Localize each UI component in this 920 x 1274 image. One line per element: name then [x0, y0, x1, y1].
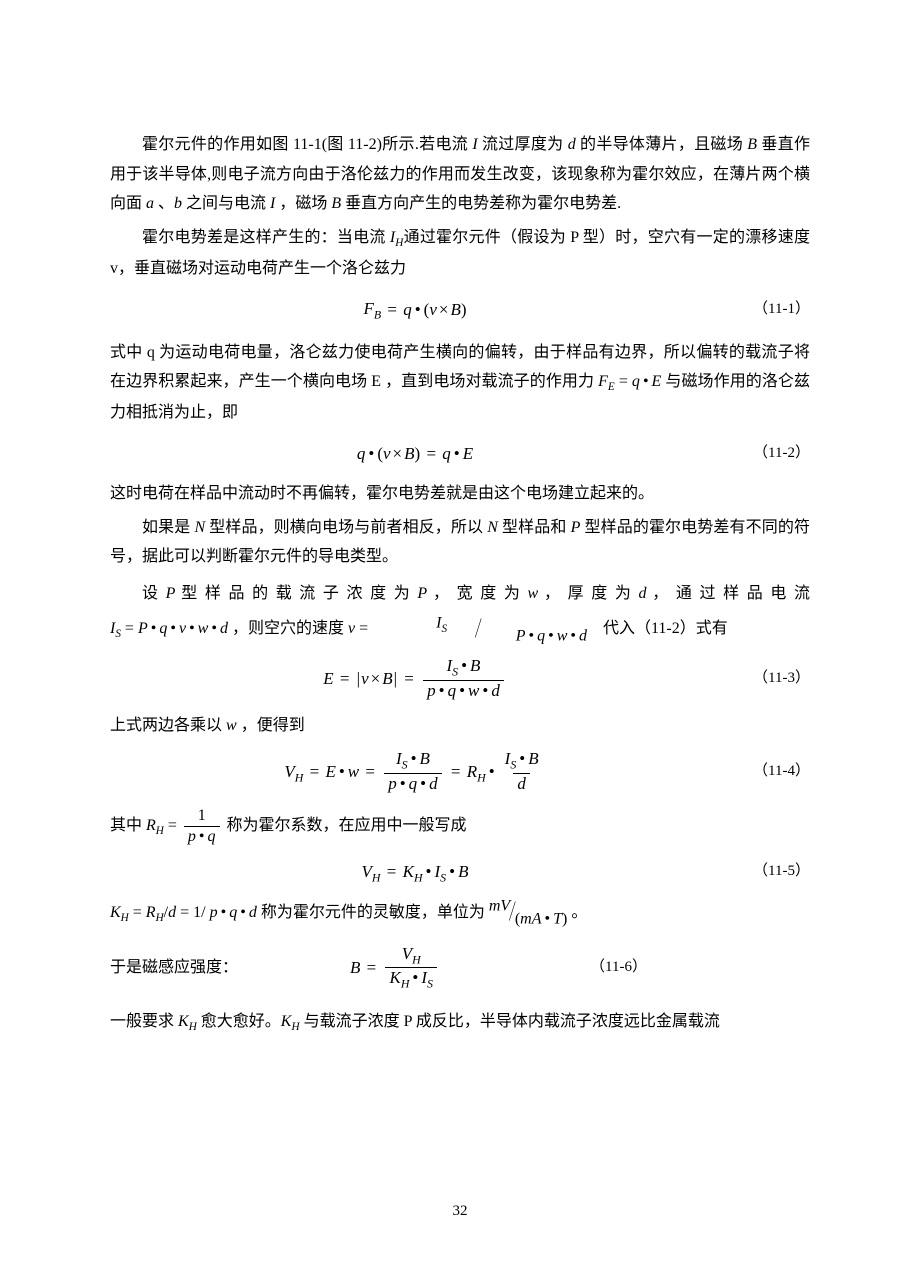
equation-number: （11-1）: [720, 296, 810, 324]
equation-body: FB = q•(v×B): [110, 293, 720, 325]
fraction: IS•B d: [501, 750, 543, 793]
equation-body: q•(v×B) = q•E: [110, 438, 720, 469]
paragraph-3: 式中 q 为运动电荷电量，洛仑兹力使电荷产生横向的偏转，由于样品有边界，所以偏转…: [110, 338, 810, 428]
equation-number: （11-3）: [720, 665, 810, 693]
equation-11-6: 于是磁感应强度： B = VH KH•IS （11-6）: [110, 945, 810, 991]
paragraph-4: 这时电荷在样品中流动时不再偏转，霍尔电势差就是由这个电场建立起来的。: [110, 479, 810, 509]
text: 其中: [110, 817, 146, 834]
text: 称为霍尔元件的灵敏度，单位为: [261, 904, 489, 921]
fraction: VH KH•IS: [385, 945, 437, 991]
paragraph-9: KH = RH/d = 1/ p•q•d 称为霍尔元件的灵敏度，单位为 mV⁄(…: [110, 898, 810, 929]
text: 。: [567, 904, 587, 921]
fraction: IS•B p•q•d: [384, 750, 441, 793]
paragraph-1: 霍尔元件的作用如图 11-1(图 11-2)所示.若电流 I 流过厚度为 d 的…: [110, 130, 810, 219]
equation-11-4: VH = E•w = IS•B p•q•d = RH• IS•B d （11-4…: [110, 750, 810, 793]
text: ，则空穴的速度: [232, 620, 348, 637]
equation-left-label: 于是磁感应强度：: [110, 953, 290, 983]
equation-number: （11-4）: [720, 758, 810, 786]
text: 一般要求: [110, 1013, 178, 1030]
slash-fraction: mV⁄(mA•T): [489, 898, 568, 928]
text: 与载流子浓度 P 成反比，半导体内载流子浓度远比金属载流: [300, 1013, 720, 1030]
equation-body: VH = E•w = IS•B p•q•d = RH• IS•B d: [110, 750, 720, 793]
equation-body: VH = KH•IS•B: [110, 856, 720, 888]
paragraph-11: 一般要求 KH 愈大愈好。KH 与载流子浓度 P 成反比，半导体内载流子浓度远比…: [110, 1007, 810, 1038]
paragraph-8: 其中 RH = 1 p•q 称为霍尔系数，在应用中一般写成: [110, 807, 810, 845]
page: 霍尔元件的作用如图 11-1(图 11-2)所示.若电流 I 流过厚度为 d 的…: [0, 0, 920, 1102]
text: 愈大愈好。: [197, 1013, 281, 1030]
fraction: IS•B p•q•w•d: [423, 657, 504, 700]
slash-fraction: IS⁄P•q•w•d: [372, 612, 587, 648]
equation-body: B = VH KH•IS: [290, 945, 590, 991]
page-number: 32: [0, 1203, 920, 1220]
equation-11-1: FB = q•(v×B) （11-1）: [110, 293, 810, 325]
paragraph-6: 设 P 型 样 品 的 载 流 子 浓 度 为 P ， 宽 度 为 w ， 厚 …: [110, 576, 810, 647]
paragraph-5: 如果是 N 型样品，则横向电场与前者相反，所以 N 型样品和 P 型样品的霍尔电…: [110, 513, 810, 572]
text: 称为霍尔系数，在应用中一般写成: [223, 817, 467, 834]
paragraph-7: 上式两边各乘以 w ，便得到: [110, 711, 810, 741]
equation-11-2: q•(v×B) = q•E （11-2）: [110, 438, 810, 469]
fraction: 1 p•q: [184, 807, 220, 845]
equation-11-5: VH = KH•IS•B （11-5）: [110, 856, 810, 888]
text: 霍尔电势差是这样产生的：当电流: [142, 229, 390, 246]
equation-body: E = |v×B| = IS•B p•q•w•d: [110, 657, 720, 700]
equation-number: （11-2）: [720, 440, 810, 468]
text: 代入（11-2）式有: [599, 620, 728, 637]
equation-11-3: E = |v×B| = IS•B p•q•w•d （11-3）: [110, 657, 810, 700]
paragraph-2: 霍尔电势差是这样产生的：当电流 IH通过霍尔元件（假设为 P 型）时，空穴有一定…: [110, 223, 810, 284]
equation-number: （11-6）: [590, 954, 810, 982]
equation-number: （11-5）: [720, 858, 810, 886]
